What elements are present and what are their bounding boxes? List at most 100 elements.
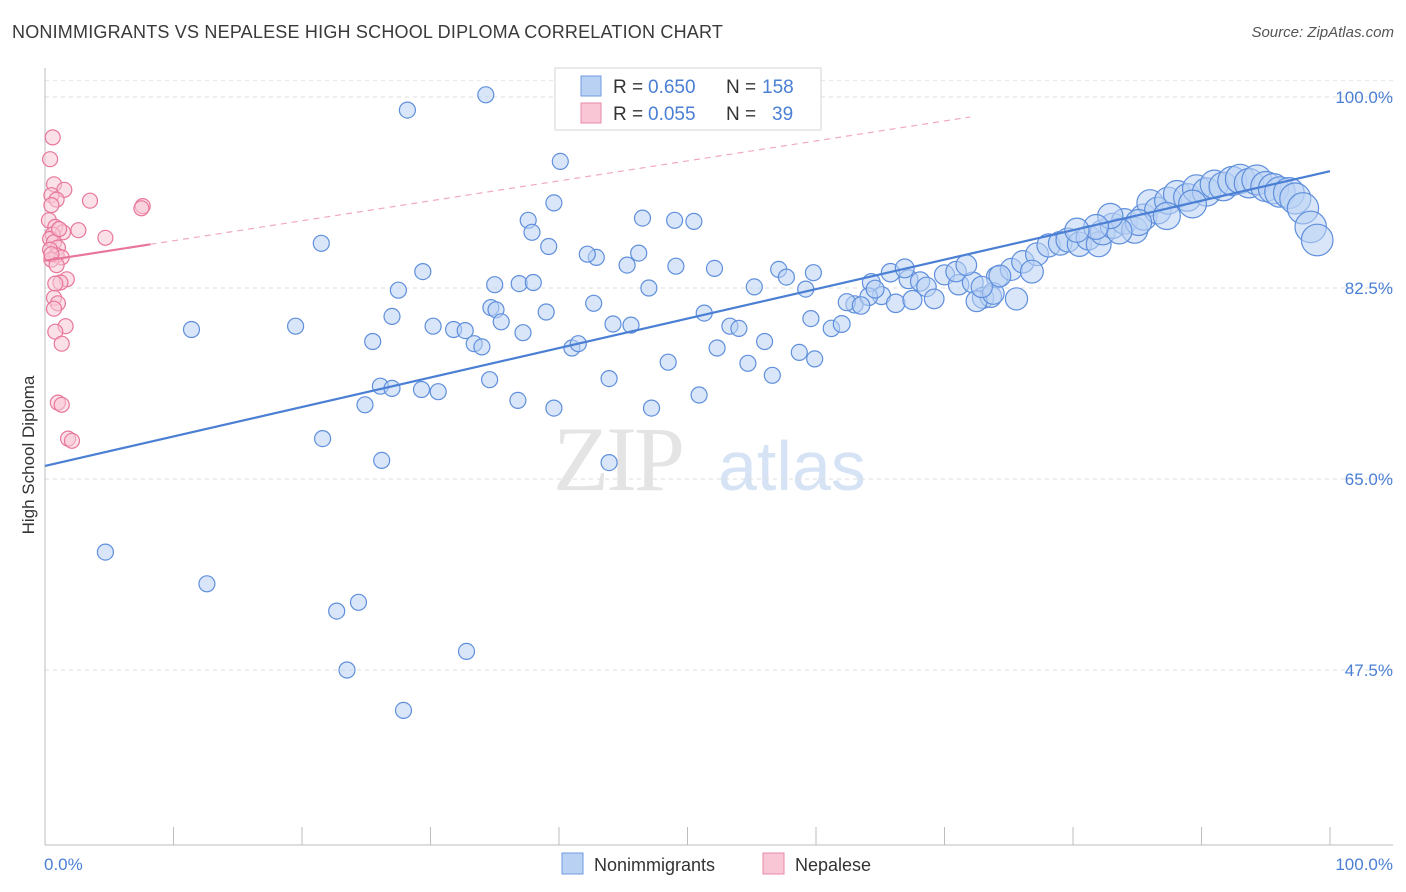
nonimmigrants-point [642,399,661,417]
nonimmigrants-point [659,353,677,371]
nepalese-point [53,335,70,352]
nonimmigrants-point [473,338,491,356]
nonimmigrants-point [456,322,474,340]
nonimmigrants-point [373,451,391,469]
nonimmigrants-point [708,339,726,357]
nonimmigrants-point [633,209,652,227]
nepalese-point [53,396,70,413]
legend-n-label-1: N = [726,104,756,125]
nonimmigrants-point [705,259,724,277]
nonimmigrants-point [537,303,555,321]
nonimmigrants-point [349,593,368,611]
trend-line-nepalese [44,243,151,262]
nonimmigrants-point [364,332,382,351]
chart-source: Source: ZipAtlas.com [1251,24,1394,41]
nepalese-point [47,275,64,292]
nonimmigrants-point [356,396,374,414]
nonimmigrants-point [600,370,618,388]
nonimmigrants-point [622,316,640,334]
y-tick-label-2: 65.0% [1345,470,1393,489]
series-nepalese [40,129,151,449]
nonimmigrants-point [328,602,346,620]
bottom-legend-swatch-nepalese [762,852,785,875]
nonimmigrants-point [578,245,596,263]
watermark: ZIP atlas [553,408,866,510]
nonimmigrants-point [802,310,820,328]
nonimmigrants-point [745,278,763,296]
y-tick-label-0: 100.0% [1335,88,1393,107]
nonimmigrants-point [865,279,885,299]
nonimmigrants-point [832,315,851,334]
nonimmigrants-point [804,264,823,282]
x-tick-label-end: 100.0% [1335,855,1393,874]
nepalese-point [44,129,61,146]
nonimmigrants-point [486,276,504,294]
legend-r-value-1: 0.055 [648,104,696,125]
nonimmigrants-point [198,575,216,593]
nonimmigrants-point [424,317,442,335]
nepalese-point [48,257,65,274]
nonimmigrants-point [509,391,527,409]
nonimmigrants-point [970,275,994,299]
y-tick-label-1: 82.5% [1345,279,1393,298]
nonimmigrants-point [902,289,923,311]
nonimmigrants-point [1177,189,1207,219]
bottom-legend-swatch-nonimmigrants [561,852,584,875]
nonimmigrants-point [690,386,708,404]
x-tick-label-start: 0.0% [44,855,83,874]
gridlines [45,80,1393,671]
nonimmigrants-point [755,332,774,351]
nonimmigrants-point [481,371,499,389]
nonimmigrants-point [545,194,563,212]
nonimmigrants-point [182,320,201,339]
nonimmigrants-point [1300,223,1334,257]
nonimmigrants-point [540,237,558,256]
nonimmigrants-point [545,399,563,417]
nepalese-point [50,221,68,238]
series-legend: Nonimmigrants Nepalese [561,852,871,875]
nonimmigrants-point [312,234,330,252]
nonimmigrants-point [314,430,332,448]
nonimmigrants-point [790,343,808,361]
y-tick-labels: 100.0% 82.5% 65.0% 47.5% [1335,88,1393,680]
trend-lines [44,116,1331,467]
stats-legend: R = 0.650 N = 158 R = 0.055 N = 39 [554,67,822,131]
nonimmigrants-point [394,701,413,720]
nepalese-point [97,229,114,246]
legend-n-label-0: N = [726,77,756,98]
nonimmigrants-point [763,366,781,384]
nonimmigrants-point [1019,259,1044,284]
nonimmigrants-point [96,543,115,561]
nonimmigrants-point [640,279,658,297]
nepalese-point [45,300,63,317]
y-tick-label-3: 47.5% [1345,661,1393,680]
nonimmigrants-point [665,211,684,229]
nonimmigrants-point [514,324,532,342]
nonimmigrants-point [551,152,569,170]
nonimmigrants-point [988,264,1012,288]
nonimmigrants-point [739,354,757,372]
nonimmigrants-point [600,454,618,472]
nonimmigrants-point [477,86,495,104]
nonimmigrants-point [429,383,447,401]
nepalese-point [81,192,99,209]
nonimmigrants-point [414,263,432,281]
nonimmigrants-point [1004,287,1029,311]
nonimmigrants-point [955,254,978,277]
nepalese-point [133,200,150,217]
bottom-legend-label-nepalese: Nepalese [795,855,871,875]
nonimmigrants-point [630,244,648,262]
nepalese-point [70,222,87,239]
svg-text:ZIP: ZIP [553,408,682,510]
nonimmigrants-point [777,268,796,286]
nonimmigrants-point [604,315,622,333]
trend-line-nepalese-extension [150,116,971,245]
nonimmigrants-point [667,257,685,275]
nonimmigrants-point [457,642,476,661]
series-nonimmigrants [96,86,1334,720]
nonimmigrants-point [338,661,356,679]
legend-swatch-nonimmigrants [580,75,602,97]
chart-title: NONIMMIGRANTS VS NEPALESE HIGH SCHOOL DI… [12,22,724,42]
nonimmigrants-point [492,313,510,331]
